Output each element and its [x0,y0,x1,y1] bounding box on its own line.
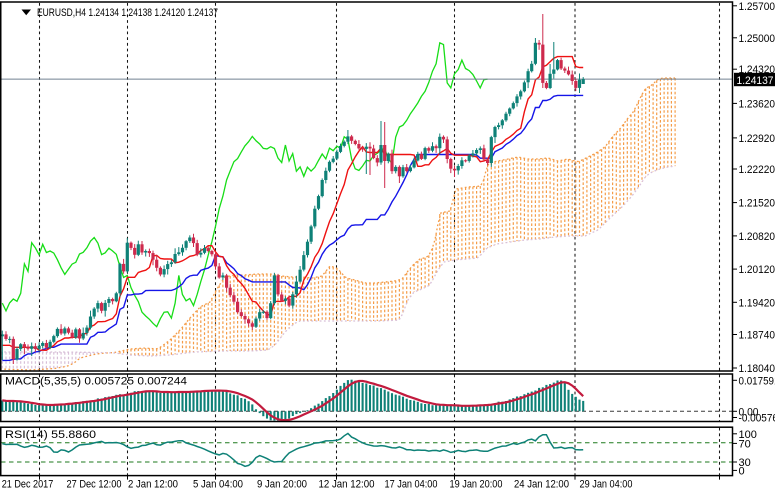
svg-text:19 Jan 20:00: 19 Jan 20:00 [450,479,503,491]
svg-text:27 Dec 12:00: 27 Dec 12:00 [67,479,122,491]
svg-text:1.25000: 1.25000 [739,33,775,45]
svg-text:EURUSD,H4 1.24134 1.24138 1.2: EURUSD,H4 1.24134 1.24138 1.24120 1.2413… [37,7,218,19]
svg-text:0.017591: 0.017591 [739,375,775,387]
svg-text:1.22220: 1.22220 [739,164,775,176]
svg-text:0.00: 0.00 [739,406,759,418]
svg-text:21 Dec 2017: 21 Dec 2017 [2,479,54,491]
svg-text:24 Jan 12:00: 24 Jan 12:00 [514,479,569,491]
svg-text:30: 30 [739,457,751,469]
svg-text:17 Jan 04:00: 17 Jan 04:00 [385,479,438,491]
svg-text:1.20120: 1.20120 [739,264,775,276]
svg-text:1.18740: 1.18740 [739,330,775,342]
svg-text:100: 100 [739,429,757,441]
svg-text:12 Jan 12:00: 12 Jan 12:00 [319,479,375,491]
svg-text:-0.005767: -0.005767 [739,413,775,425]
svg-text:1.24137: 1.24137 [737,75,774,87]
svg-text:RSI(14) 55.8860: RSI(14) 55.8860 [5,429,96,441]
svg-text:29 Jan 04:00: 29 Jan 04:00 [580,479,633,491]
svg-text:2 Jan 12:00: 2 Jan 12:00 [128,479,178,491]
svg-text:1.25700: 1.25700 [739,1,775,13]
svg-text:MACD(5,35,5) 0.005725 0.007244: MACD(5,35,5) 0.005725 0.007244 [5,376,187,388]
svg-text:1.20820: 1.20820 [739,231,775,243]
svg-text:1.23620: 1.23620 [739,98,775,110]
svg-text:0: 0 [739,465,745,477]
svg-text:1.18040: 1.18040 [739,363,775,375]
svg-text:1.21520: 1.21520 [739,198,775,210]
svg-text:9 Jan 20:00: 9 Jan 20:00 [257,479,307,491]
svg-text:1.19420: 1.19420 [739,297,775,309]
svg-text:5 Jan 04:00: 5 Jan 04:00 [193,479,243,491]
svg-text:1.22920: 1.22920 [739,133,775,145]
svg-text:70: 70 [739,438,751,450]
